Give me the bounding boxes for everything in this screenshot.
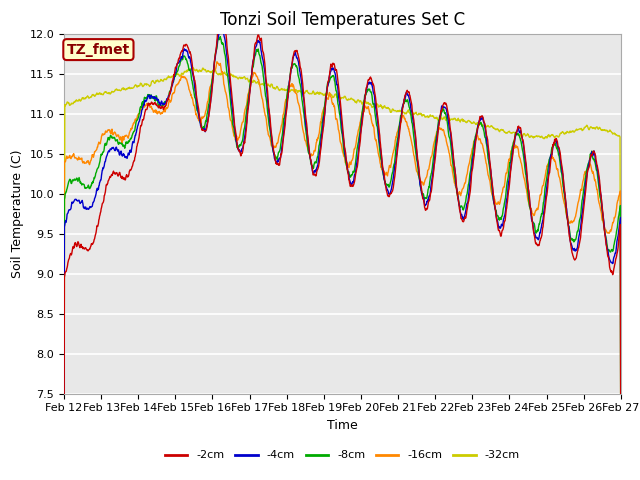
Legend: -2cm, -4cm, -8cm, -16cm, -32cm: -2cm, -4cm, -8cm, -16cm, -32cm [161, 446, 524, 465]
Y-axis label: Soil Temperature (C): Soil Temperature (C) [11, 149, 24, 278]
Title: Tonzi Soil Temperatures Set C: Tonzi Soil Temperatures Set C [220, 11, 465, 29]
X-axis label: Time: Time [327, 419, 358, 432]
Text: TZ_fmet: TZ_fmet [67, 43, 130, 57]
